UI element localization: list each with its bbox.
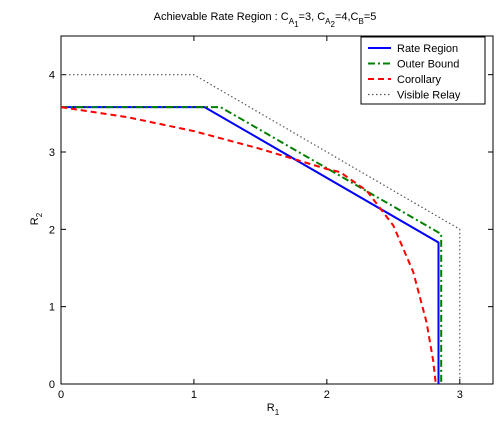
x-axis-label: R1 bbox=[267, 402, 280, 417]
chart-title: Achievable Rate Region : CA1=3, CA2=4,CB… bbox=[154, 11, 377, 29]
x-tick-label: 2 bbox=[324, 389, 330, 401]
series-line-corollary bbox=[60, 106, 437, 385]
legend-label: Outer Bound bbox=[397, 59, 459, 71]
series-line-outer-bound bbox=[61, 106, 443, 384]
y-tick-label: 4 bbox=[49, 70, 55, 82]
x-tick-label: 3 bbox=[457, 389, 463, 401]
legend-label: Corollary bbox=[397, 74, 442, 86]
legend-label: Visible Relay bbox=[397, 90, 461, 102]
x-tick-label: 1 bbox=[191, 389, 197, 401]
y-tick-label: 3 bbox=[49, 147, 55, 159]
y-tick-label: 1 bbox=[49, 302, 55, 314]
legend-label: Rate Region bbox=[397, 43, 458, 55]
y-tick-label: 0 bbox=[49, 379, 55, 391]
x-tick-label: 0 bbox=[58, 389, 64, 401]
legend: Rate Region Outer Bound Corollary Visible R… bbox=[360, 36, 486, 105]
y-tick-label: 2 bbox=[49, 224, 55, 236]
y-axis-label: R2 bbox=[29, 212, 44, 225]
